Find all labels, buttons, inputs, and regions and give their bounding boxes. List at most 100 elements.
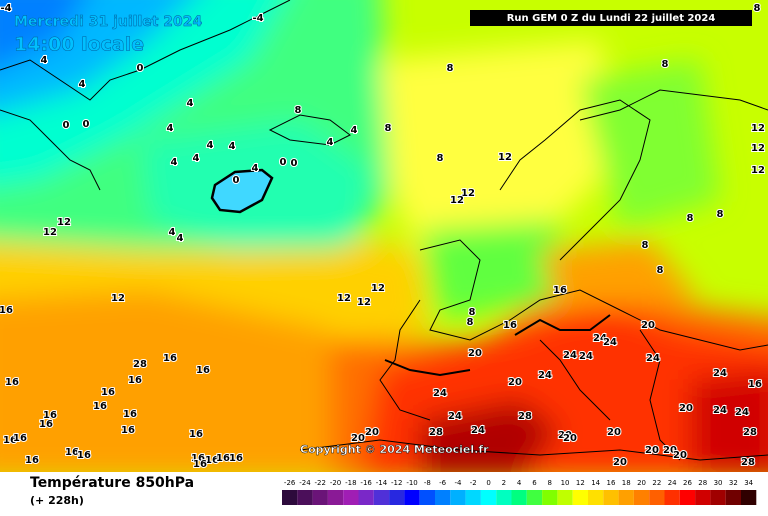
run-info: Run GEM 0 Z du Lundi 22 juillet 2024 [507, 13, 716, 24]
parameter-title: Température 850hPa [30, 475, 194, 491]
contour-label: 12 [111, 293, 125, 304]
contour-label: 8 [657, 265, 664, 276]
colorbar-tick-label: -22 [315, 479, 326, 487]
contour-label: 28 [741, 457, 755, 468]
colorbar-cell [297, 490, 313, 505]
contour-label: 16 [553, 285, 567, 296]
contour-label: 20 [563, 433, 577, 444]
colorbar-tick-label: -2 [470, 479, 477, 487]
colorbar-cell [343, 490, 359, 505]
contour-label: 12 [43, 227, 57, 238]
temperature-field [0, 0, 768, 480]
colorbar-cell [373, 490, 390, 505]
colorbar-cell [282, 490, 298, 505]
contour-label: 16 [39, 419, 53, 430]
contour-label: 16 [43, 410, 57, 421]
contour-label: 4 [351, 125, 358, 136]
contour-label: 8 [467, 317, 474, 328]
contour-label: 24 [603, 337, 617, 348]
colorbar-cell [710, 490, 726, 505]
colorbar-cell [526, 490, 543, 505]
contour-label: 4 [187, 98, 194, 109]
contour-label: 28 [518, 411, 532, 422]
contour-label: 12 [371, 283, 385, 294]
contour-label: 20 [508, 377, 522, 388]
colorbar-tick-label: -26 [284, 479, 296, 487]
colorbar-tick-label: 12 [576, 479, 585, 487]
contour-label: 12 [498, 152, 512, 163]
contour-label: 24 [713, 405, 727, 416]
colorbar-cell [312, 490, 328, 505]
copyright: Copyright © 2024 Meteociel.fr [300, 443, 489, 456]
colorbar-cell [542, 490, 558, 505]
colorbar-cell [511, 490, 527, 505]
contour-label: 28 [133, 359, 147, 370]
colorbar-tick-label: 34 [744, 479, 753, 487]
contour-label: 4 [177, 233, 184, 244]
colorbar-cell [480, 490, 497, 505]
contour-label: -4 [252, 13, 263, 24]
contour-label: 0 [233, 175, 240, 186]
contour-label: 8 [754, 3, 761, 14]
contour-label: 24 [563, 350, 577, 361]
contour-label: 16 [193, 459, 207, 470]
contour-label: 28 [429, 427, 443, 438]
colorbar-cell [603, 490, 619, 505]
contour-label: 8 [662, 59, 669, 70]
colorbar-tick-label: -12 [391, 479, 402, 487]
contour-label: 16 [189, 429, 203, 440]
colorbar-tick-label: 28 [698, 479, 707, 487]
contour-label: 0 [63, 120, 70, 131]
contour-label: 0 [137, 63, 144, 74]
colorbar-cell [419, 490, 435, 505]
contour-label: 20 [365, 427, 379, 438]
contour-label: 16 [196, 365, 210, 376]
colorbar-tick-label: 24 [668, 479, 677, 487]
contour-label: 24 [579, 351, 593, 362]
contour-label: 16 [123, 409, 137, 420]
contour-label: 20 [351, 433, 365, 444]
contour-label: 16 [121, 425, 135, 436]
contour-label: 8 [717, 209, 724, 220]
colorbar-tick-label: 26 [683, 479, 692, 487]
contour-label: 12 [337, 293, 351, 304]
contour-label: 20 [641, 320, 655, 331]
contour-label: 16 [65, 447, 79, 458]
lead-time: (+ 228h) [30, 494, 84, 507]
contour-label: 24 [448, 411, 462, 422]
colorbar-tick-label: -6 [439, 479, 447, 487]
colorbar-tick-label: -14 [376, 479, 388, 487]
contour-label: 16 [5, 377, 19, 388]
colorbar-cell [664, 490, 680, 505]
colorbar-cell [588, 490, 604, 505]
colorbar-tick-label: -16 [360, 479, 372, 487]
colorbar-cell [358, 490, 374, 505]
contour-label: 20 [679, 403, 693, 414]
contour-label: 16 [163, 353, 177, 364]
contour-label: 16 [101, 387, 115, 398]
colorbar-tick-label: 8 [548, 479, 552, 487]
colorbar-tick-label: -24 [299, 479, 311, 487]
contour-label: 24 [735, 407, 749, 418]
contour-label: 4 [41, 55, 48, 66]
colorbar-cell [557, 490, 573, 505]
colorbar-cell [435, 490, 451, 505]
contour-label: 8 [447, 63, 454, 74]
colorbar-cell [496, 490, 512, 505]
colorbar-tick-label: 20 [637, 479, 646, 487]
run-box [470, 10, 752, 26]
contour-label: 4 [207, 140, 214, 151]
colorbar-cell [649, 490, 665, 505]
colorbar-tick-label: 18 [622, 479, 631, 487]
contour-label: 16 [191, 453, 205, 464]
colorbar-tick-label: 32 [729, 479, 738, 487]
contour-label: -4 [0, 3, 11, 14]
contour-label: 16 [205, 455, 219, 466]
contour-label: 16 [93, 401, 107, 412]
colorbar-cell [679, 490, 696, 505]
contour-label: 12 [751, 123, 765, 134]
contour-label: 20 [558, 430, 572, 441]
contour-label: 4 [171, 157, 178, 168]
contour-label: 16 [216, 453, 230, 464]
